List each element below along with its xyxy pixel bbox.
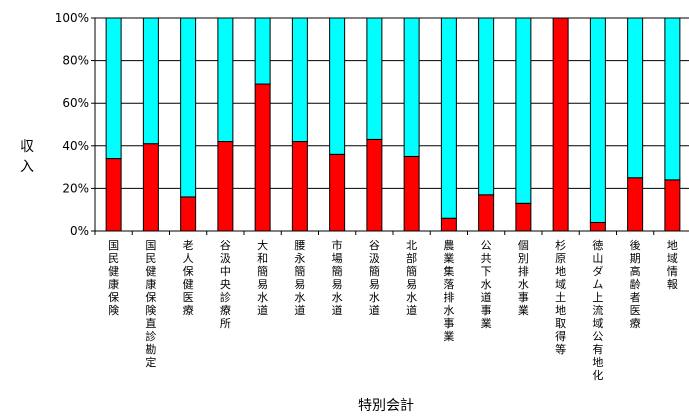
bar-segment-cyan: [403, 17, 420, 157]
x-category-label: 徳山ダム上流域公有地化: [592, 239, 603, 382]
y-tick-label: 100%: [55, 11, 89, 25]
bar-segment-cyan: [329, 17, 346, 155]
x-category-label: 農業集落排水事業: [443, 238, 454, 343]
bar-segment-red: [403, 155, 420, 232]
bar-segment-red: [478, 194, 495, 232]
x-category-labels: 国民健康保険 国民健康保険直診勘定 老人保健医療 谷汲中央診療所 大和簡易水道 腰永簡易水…: [108, 238, 678, 382]
bar-segment-red: [329, 153, 346, 232]
x-category-label: 大和簡易水道: [257, 238, 268, 317]
x-category-label: 市場簡易水道: [332, 238, 343, 317]
x-category-label: 腰永簡易水道: [294, 239, 305, 317]
bar-segment-red: [180, 196, 197, 232]
x-category-label: 個別排水事業: [518, 239, 529, 317]
x-category-label: 国民健康保険: [108, 239, 119, 317]
bar-segment-red: [254, 83, 271, 232]
y-tick-label: 60%: [62, 96, 89, 110]
bar-segment-red: [217, 141, 234, 232]
y-tick-label: 0%: [70, 224, 89, 238]
x-category-label: 地域情報: [667, 239, 678, 291]
bar-segment-red: [627, 177, 644, 232]
x-category-label: 老人保健医療: [183, 239, 194, 317]
bar-segment-cyan: [105, 17, 122, 160]
bars-group: [105, 17, 681, 232]
bar-segment-red: [291, 141, 308, 232]
bar-segment-cyan: [366, 17, 383, 140]
y-tick-label: 80%: [62, 54, 89, 68]
bar-segment-cyan: [254, 17, 271, 85]
x-axis-title: 特別会計: [358, 398, 414, 414]
bar-segment-cyan: [627, 17, 644, 179]
bar-segment-cyan: [217, 17, 234, 143]
bar-segment-cyan: [515, 17, 532, 204]
y-axis-title: 収入: [20, 139, 34, 175]
x-category-label: 杉原地域土地取得等: [555, 238, 566, 356]
x-category-label: 北部簡易水道: [406, 239, 417, 317]
bar-segment-red: [589, 221, 606, 232]
bar-segment-red: [552, 17, 569, 232]
bar-segment-cyan: [664, 17, 681, 181]
bar-segment-cyan: [180, 17, 197, 198]
bar-segment-cyan: [291, 17, 308, 143]
bar-segment-red: [142, 143, 159, 232]
bar-segment-cyan: [142, 17, 159, 145]
x-category-label: 谷汲簡易水道: [369, 239, 380, 317]
x-category-label: 谷汲中央診療所: [220, 239, 231, 330]
bar-segment-red: [515, 202, 532, 232]
x-category-label: 公共下水道事業: [481, 239, 492, 330]
bar-segment-red: [664, 179, 681, 232]
y-tick-labels: 0% 20% 40% 60% 80% 100%: [55, 11, 89, 238]
bar-segment-cyan: [440, 17, 457, 219]
bar-segment-red: [366, 138, 383, 232]
axes-group: [91, 17, 689, 235]
y-tick-label: 20%: [62, 181, 89, 195]
bar-segment-cyan: [478, 17, 495, 196]
x-category-label: 後期高齢者医療: [630, 238, 641, 330]
y-tick-label: 40%: [62, 139, 89, 153]
bar-segment-cyan: [589, 17, 606, 223]
bar-segment-red: [105, 158, 122, 232]
bar-segment-red: [440, 217, 457, 232]
x-category-label: 国民健康保険直診勘定: [145, 239, 156, 369]
